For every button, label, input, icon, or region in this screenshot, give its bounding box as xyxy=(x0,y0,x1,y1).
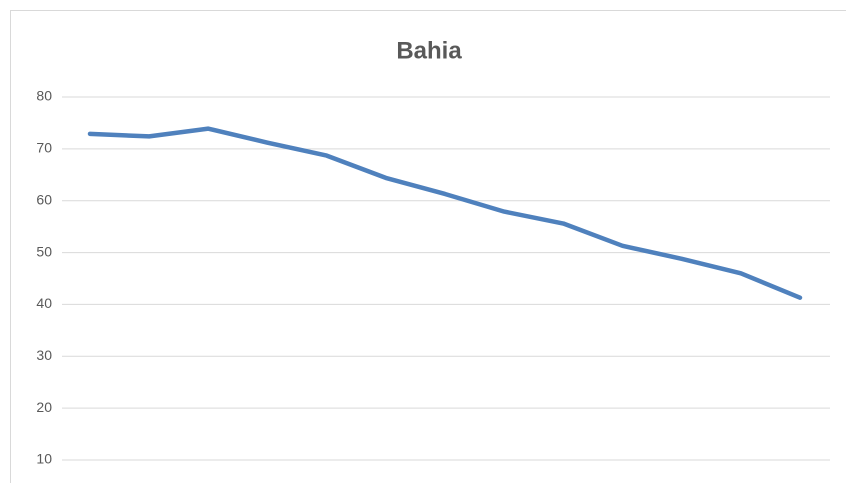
y-tick-label: 40 xyxy=(36,295,52,311)
y-tick-label: 70 xyxy=(36,140,52,156)
y-tick-label: 30 xyxy=(36,347,52,363)
chart-frame xyxy=(10,10,846,483)
data-line xyxy=(87,126,803,300)
y-tick-label: 20 xyxy=(36,399,52,415)
y-tick-label: 80 xyxy=(36,88,52,104)
y-tick-label: 10 xyxy=(36,451,52,467)
chart-title: Bahia xyxy=(396,37,462,64)
y-tick-label: 50 xyxy=(36,243,52,259)
y-tick-label: 60 xyxy=(36,191,52,207)
